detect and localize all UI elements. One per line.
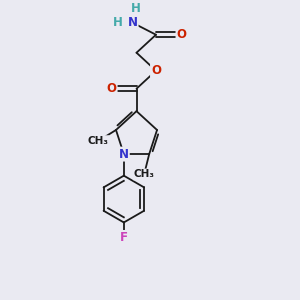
Text: CH₃: CH₃ — [88, 136, 109, 146]
Text: H: H — [113, 16, 123, 29]
Text: O: O — [151, 64, 161, 77]
Text: N: N — [119, 148, 129, 160]
Text: O: O — [106, 82, 117, 95]
Text: H: H — [131, 2, 141, 15]
Text: CH₃: CH₃ — [134, 169, 154, 179]
Text: O: O — [176, 28, 187, 41]
Text: F: F — [120, 231, 128, 244]
Text: N: N — [128, 16, 138, 29]
